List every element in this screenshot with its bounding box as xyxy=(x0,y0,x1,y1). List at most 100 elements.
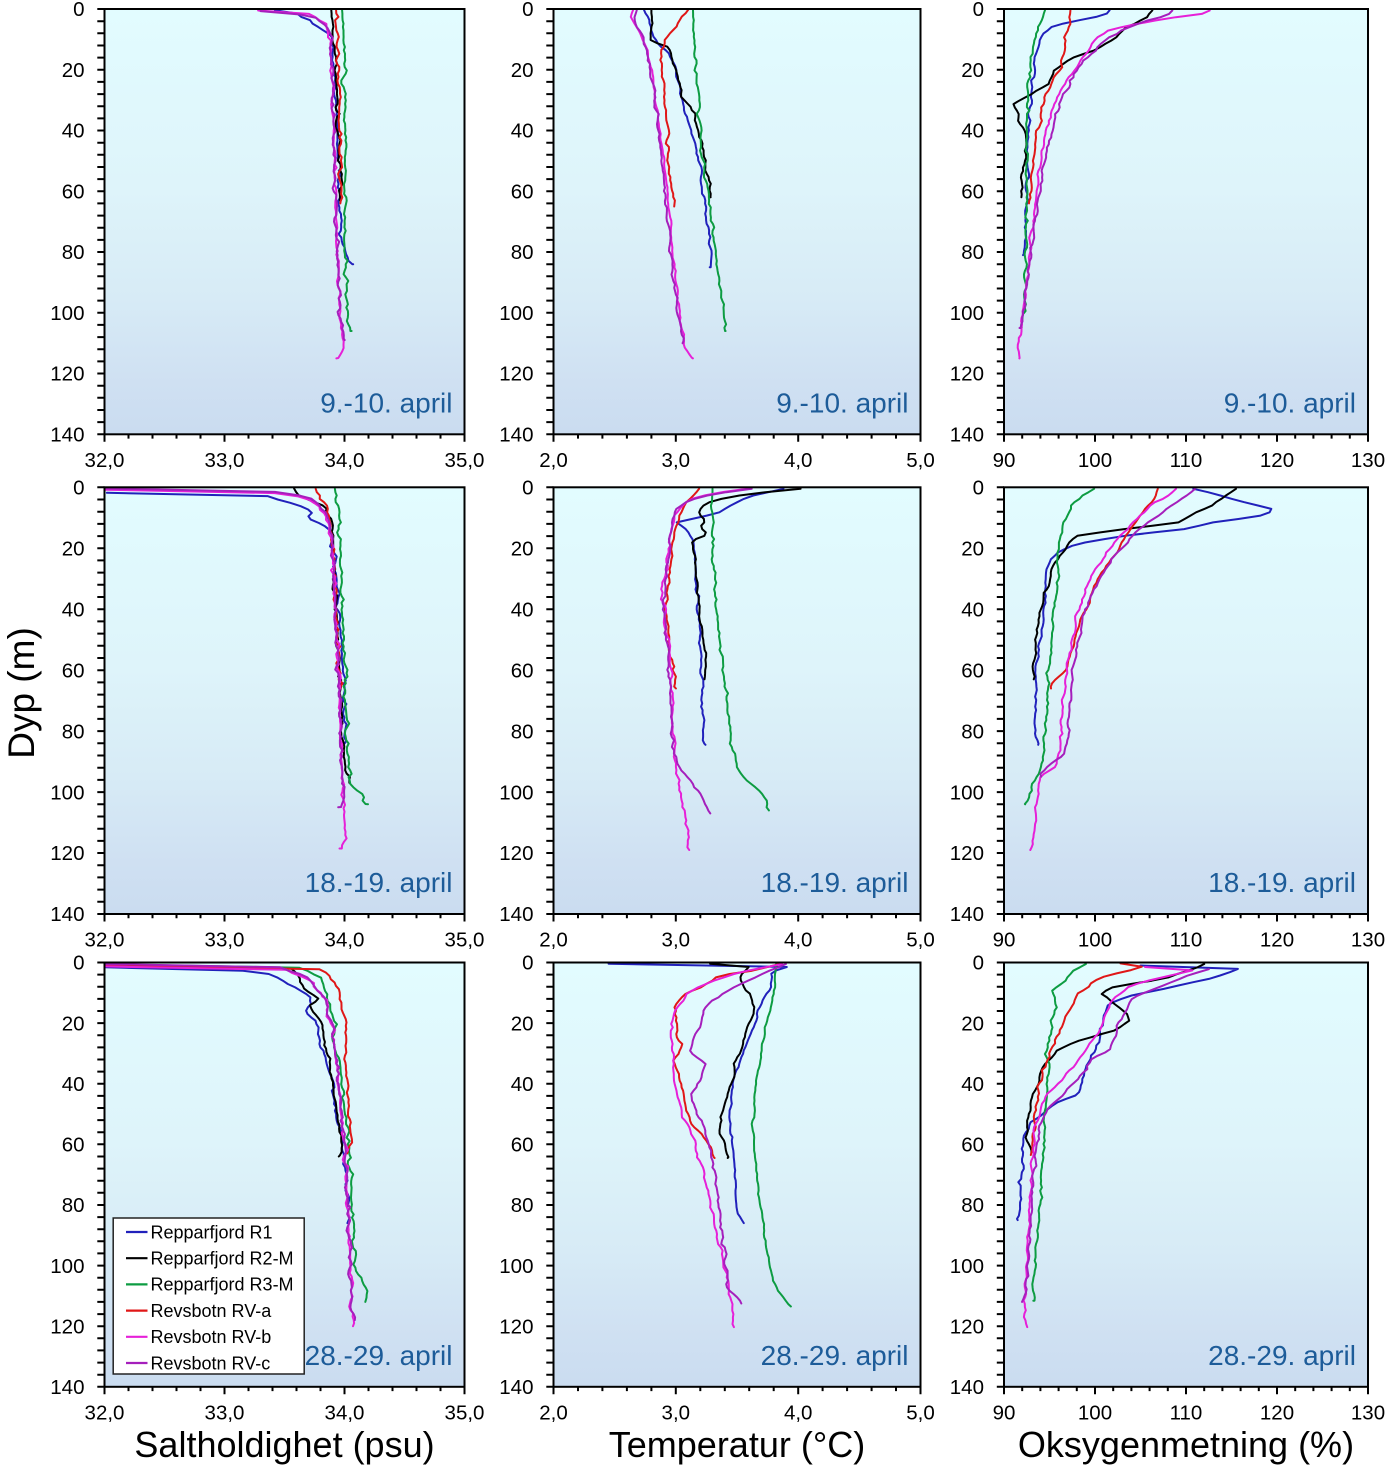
svg-text:140: 140 xyxy=(50,1376,84,1399)
svg-text:100: 100 xyxy=(499,302,533,325)
svg-text:40: 40 xyxy=(961,120,984,143)
svg-text:100: 100 xyxy=(50,1255,84,1278)
svg-text:120: 120 xyxy=(499,363,533,386)
svg-text:120: 120 xyxy=(950,842,984,865)
svg-text:120: 120 xyxy=(950,363,984,386)
svg-text:100: 100 xyxy=(50,302,84,325)
svg-text:100: 100 xyxy=(1078,449,1112,472)
svg-text:120: 120 xyxy=(1260,1401,1294,1424)
svg-text:60: 60 xyxy=(511,659,534,682)
svg-text:18.-19. april: 18.-19. april xyxy=(761,867,909,898)
svg-text:80: 80 xyxy=(511,1194,534,1217)
svg-text:0: 0 xyxy=(973,477,984,500)
svg-text:0: 0 xyxy=(973,0,984,21)
svg-text:100: 100 xyxy=(499,1255,533,1278)
svg-text:140: 140 xyxy=(50,424,84,447)
svg-text:20: 20 xyxy=(961,59,984,82)
svg-text:Repparfjord R3-M: Repparfjord R3-M xyxy=(151,1275,294,1295)
svg-text:Revsbotn RV-c: Revsbotn RV-c xyxy=(151,1353,271,1373)
svg-text:60: 60 xyxy=(511,1134,534,1157)
svg-text:120: 120 xyxy=(950,1315,984,1338)
svg-text:100: 100 xyxy=(950,302,984,325)
svg-text:100: 100 xyxy=(499,781,533,804)
svg-text:90: 90 xyxy=(993,929,1016,952)
svg-text:90: 90 xyxy=(993,449,1016,472)
svg-text:100: 100 xyxy=(1078,1401,1112,1424)
svg-text:2,0: 2,0 xyxy=(539,1401,568,1424)
svg-text:2,0: 2,0 xyxy=(539,929,568,952)
svg-text:100: 100 xyxy=(1078,929,1112,952)
svg-text:120: 120 xyxy=(499,1315,533,1338)
svg-text:130: 130 xyxy=(1351,929,1385,952)
svg-text:18.-19. april: 18.-19. april xyxy=(1208,867,1356,898)
svg-text:40: 40 xyxy=(511,120,534,143)
svg-text:120: 120 xyxy=(1260,929,1294,952)
svg-text:40: 40 xyxy=(511,1073,534,1096)
svg-text:140: 140 xyxy=(499,1376,533,1399)
svg-text:28.-29. april: 28.-29. april xyxy=(305,1340,453,1371)
svg-text:100: 100 xyxy=(950,781,984,804)
svg-text:40: 40 xyxy=(961,598,984,621)
svg-text:2,0: 2,0 xyxy=(539,449,568,472)
svg-text:110: 110 xyxy=(1170,1401,1203,1424)
svg-text:80: 80 xyxy=(62,1194,85,1217)
svg-text:35,0: 35,0 xyxy=(445,1401,485,1424)
svg-text:0: 0 xyxy=(73,0,84,21)
svg-text:4,0: 4,0 xyxy=(784,1401,813,1424)
svg-text:130: 130 xyxy=(1351,449,1385,472)
svg-text:32,0: 32,0 xyxy=(85,929,125,952)
svg-text:Saltholdighet (psu): Saltholdighet (psu) xyxy=(134,1424,434,1465)
svg-text:130: 130 xyxy=(1351,1401,1385,1424)
svg-text:140: 140 xyxy=(50,903,84,926)
svg-text:110: 110 xyxy=(1170,929,1203,952)
svg-text:20: 20 xyxy=(961,538,984,561)
svg-text:0: 0 xyxy=(973,952,984,975)
svg-text:5,0: 5,0 xyxy=(906,929,935,952)
svg-text:110: 110 xyxy=(1170,449,1203,472)
svg-text:60: 60 xyxy=(961,1134,984,1157)
svg-text:35,0: 35,0 xyxy=(445,929,485,952)
svg-text:120: 120 xyxy=(50,842,84,865)
svg-text:60: 60 xyxy=(961,181,984,204)
svg-text:28.-29. april: 28.-29. april xyxy=(761,1340,909,1371)
svg-text:3,0: 3,0 xyxy=(662,1401,691,1424)
svg-text:Temperatur (°C): Temperatur (°C) xyxy=(609,1424,865,1465)
svg-text:35,0: 35,0 xyxy=(445,449,485,472)
svg-text:20: 20 xyxy=(62,59,85,82)
svg-text:60: 60 xyxy=(62,659,85,682)
svg-text:20: 20 xyxy=(511,59,534,82)
svg-text:20: 20 xyxy=(62,1012,85,1035)
svg-text:0: 0 xyxy=(522,477,533,500)
svg-text:140: 140 xyxy=(950,1376,984,1399)
svg-text:20: 20 xyxy=(511,1012,534,1035)
svg-text:120: 120 xyxy=(50,1315,84,1338)
svg-text:80: 80 xyxy=(961,720,984,743)
svg-text:120: 120 xyxy=(50,363,84,386)
svg-text:80: 80 xyxy=(62,720,85,743)
svg-text:90: 90 xyxy=(993,1401,1016,1424)
svg-text:100: 100 xyxy=(50,781,84,804)
svg-text:0: 0 xyxy=(73,952,84,975)
svg-text:5,0: 5,0 xyxy=(906,1401,935,1424)
svg-text:40: 40 xyxy=(62,598,85,621)
svg-text:9.-10. april: 9.-10. april xyxy=(1224,387,1356,418)
svg-text:140: 140 xyxy=(950,424,984,447)
svg-text:33,0: 33,0 xyxy=(205,1401,245,1424)
svg-text:20: 20 xyxy=(511,538,534,561)
svg-text:32,0: 32,0 xyxy=(85,1401,125,1424)
svg-text:80: 80 xyxy=(961,241,984,264)
svg-text:40: 40 xyxy=(511,598,534,621)
svg-text:60: 60 xyxy=(511,181,534,204)
svg-text:80: 80 xyxy=(511,241,534,264)
svg-text:140: 140 xyxy=(950,903,984,926)
svg-text:60: 60 xyxy=(961,659,984,682)
svg-text:120: 120 xyxy=(499,842,533,865)
svg-text:Oksygenmetning (%): Oksygenmetning (%) xyxy=(1018,1424,1354,1465)
svg-text:100: 100 xyxy=(950,1255,984,1278)
svg-text:Repparfjord R1: Repparfjord R1 xyxy=(151,1222,273,1242)
svg-text:33,0: 33,0 xyxy=(205,449,245,472)
svg-text:4,0: 4,0 xyxy=(784,929,813,952)
svg-text:9.-10. april: 9.-10. april xyxy=(776,387,908,418)
svg-text:33,0: 33,0 xyxy=(205,929,245,952)
svg-text:60: 60 xyxy=(62,1134,85,1157)
